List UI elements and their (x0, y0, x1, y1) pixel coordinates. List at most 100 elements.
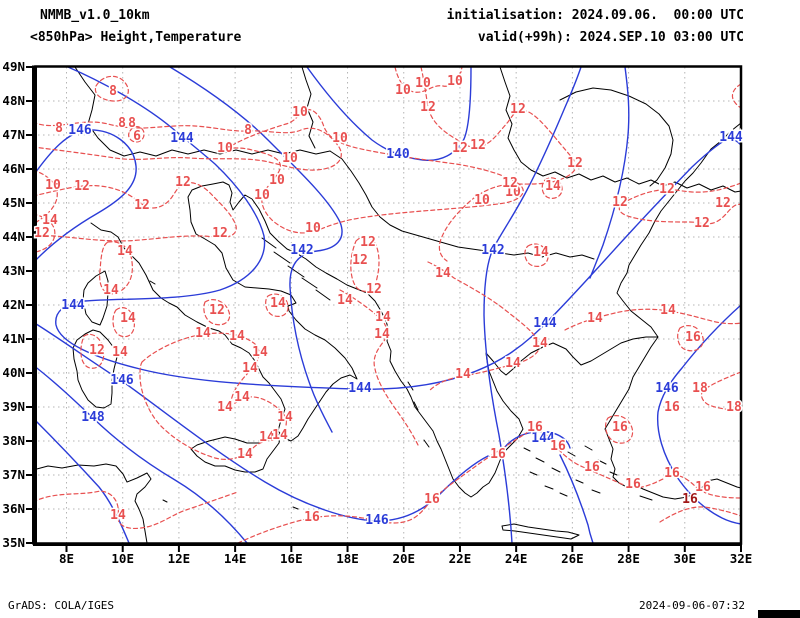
temp-contour-label: 12 (134, 198, 150, 213)
temp-contour-label: 12 (74, 179, 90, 194)
temp-contour-label: 12 (89, 343, 105, 358)
temp-contour-label: 14 (277, 410, 293, 425)
map-frame (32, 65, 743, 546)
axis-labels-layer: 49N 48N 47N 46N 45N 44N 43N 42N 41N 40N 39N 38N 37N 3… (2, 59, 752, 566)
height-contour-label: 146 (110, 373, 134, 388)
temp-contour-label: 14 (234, 390, 250, 405)
coastline-turkey (604, 336, 742, 500)
temp-contour-14-pocket2 (524, 243, 549, 267)
coastline-mainland (90, 122, 742, 498)
temp-contour-12-sardinia (80, 333, 105, 369)
temp-contour-label: 16 (695, 480, 711, 495)
lon-label: 8E (59, 551, 74, 566)
lon-label: 14E (224, 551, 247, 566)
height-contour-142-east (589, 66, 630, 279)
temp-contour-label: 14 (435, 266, 451, 281)
temp-contour-label: 14 (252, 345, 268, 360)
temp-contour-label: 14 (532, 336, 548, 351)
temp-contour-14-south (32, 490, 239, 530)
temp-contour-label: 16 (584, 460, 600, 475)
temp-contour-12-tyrr (203, 299, 231, 326)
temp-contour-8-band (32, 121, 342, 171)
height-contour-label: 144 (719, 130, 743, 145)
temp-contour-label: 14 (110, 508, 126, 523)
temp-contour-label: 14 (112, 345, 128, 360)
temp-contour-14-gargano (265, 293, 289, 318)
lat-label: 35N (2, 535, 25, 550)
height-contour-146-east (656, 304, 742, 525)
grads-credit: GrADS: COLA/IGES (8, 599, 114, 612)
lon-label: 32E (730, 551, 753, 566)
temp-contour-label: 14 (117, 244, 133, 259)
temp-contour-14-east (564, 308, 742, 331)
lon-label: 18E (336, 551, 359, 566)
temp-contour-16-se (659, 506, 742, 523)
lon-label: 22E (449, 551, 472, 566)
lat-label: 40N (2, 365, 25, 380)
temp-contour-label: 14 (229, 329, 245, 344)
height-contour-146-nw (32, 129, 137, 264)
height-contour-label: 144 (348, 381, 372, 396)
corner-artifact (758, 610, 800, 618)
temp-contour-label: 14 (505, 356, 521, 371)
lon-label: 28E (617, 551, 640, 566)
temp-contour-label: 14 (545, 179, 561, 194)
temp-contour-label: 16 (612, 420, 628, 435)
temp-contour-label: 10 (505, 185, 521, 200)
lat-label: 48N (2, 93, 25, 108)
temp-contour-label: 12 (175, 175, 191, 190)
temp-contour-14-corsica (99, 241, 133, 295)
temp-contour-label: 12 (420, 100, 436, 115)
temp-contour-14-pocket1 (541, 177, 563, 200)
temp-contour-label: 12 (715, 196, 731, 211)
temp-contour-label: 14 (242, 361, 258, 376)
temp-contour-label: 18 (692, 381, 708, 396)
border-balkans (329, 150, 595, 260)
temp-contour-label: 12 (612, 195, 628, 210)
temp-contour-16-aegean (605, 415, 634, 444)
lat-label: 37N (2, 467, 25, 482)
temp-contour-16-south (237, 429, 742, 544)
temp-contour-label: 16 (424, 492, 440, 507)
temp-contour-label: 14 (270, 296, 286, 311)
temp-contour-label: 14 (272, 428, 288, 443)
lat-label: 41N (2, 331, 25, 346)
temp-contour-label: 10 (415, 76, 431, 91)
lon-label: 12E (168, 551, 191, 566)
creation-timestamp: 2024-09-06-07:32 (639, 599, 745, 612)
temp-contour-14-ngreece (427, 261, 541, 392)
height-contour-label: 146 (365, 513, 389, 528)
height-contour-label: 144 (533, 316, 557, 331)
temp-contour-label: 14 (660, 303, 676, 318)
islands-aegean (149, 280, 653, 510)
lon-label: 24E (505, 551, 528, 566)
temp-contour-14-albania (339, 289, 419, 446)
level-variable: <850hPa> Height,Temperature (30, 30, 242, 45)
height-contour-label: 142 (290, 243, 313, 258)
lon-label: 30E (673, 551, 696, 566)
lon-label: 26E (561, 551, 584, 566)
lon-label: 16E (280, 551, 303, 566)
height-contours-layer (32, 66, 742, 544)
temp-contour-label: 10 (45, 178, 61, 193)
lat-label: 44N (2, 229, 25, 244)
temp-contour-label: 12 (694, 216, 710, 231)
lat-label: 36N (2, 501, 25, 516)
height-contour-142-central (483, 66, 582, 544)
temp-contour-label: 8 (109, 84, 117, 99)
height-contour-label: 144 (61, 298, 85, 313)
border-north2 (499, 66, 742, 193)
temp-contour-label: 16 (625, 477, 641, 492)
temp-contour-label: 8 (118, 116, 126, 131)
temp-contour-label: 14 (120, 311, 136, 326)
temp-contour-label: 16 (304, 510, 320, 525)
temp-contour-label: 14 (195, 326, 211, 341)
coastline-sardinia (72, 329, 118, 409)
temp-contour-label: 14 (455, 367, 471, 382)
temp-contour-label: 12 (352, 253, 368, 268)
temp-contour-label: 14 (217, 400, 233, 415)
temp-contour-16-ne (677, 325, 704, 352)
height-contour-label: 140 (386, 147, 410, 162)
